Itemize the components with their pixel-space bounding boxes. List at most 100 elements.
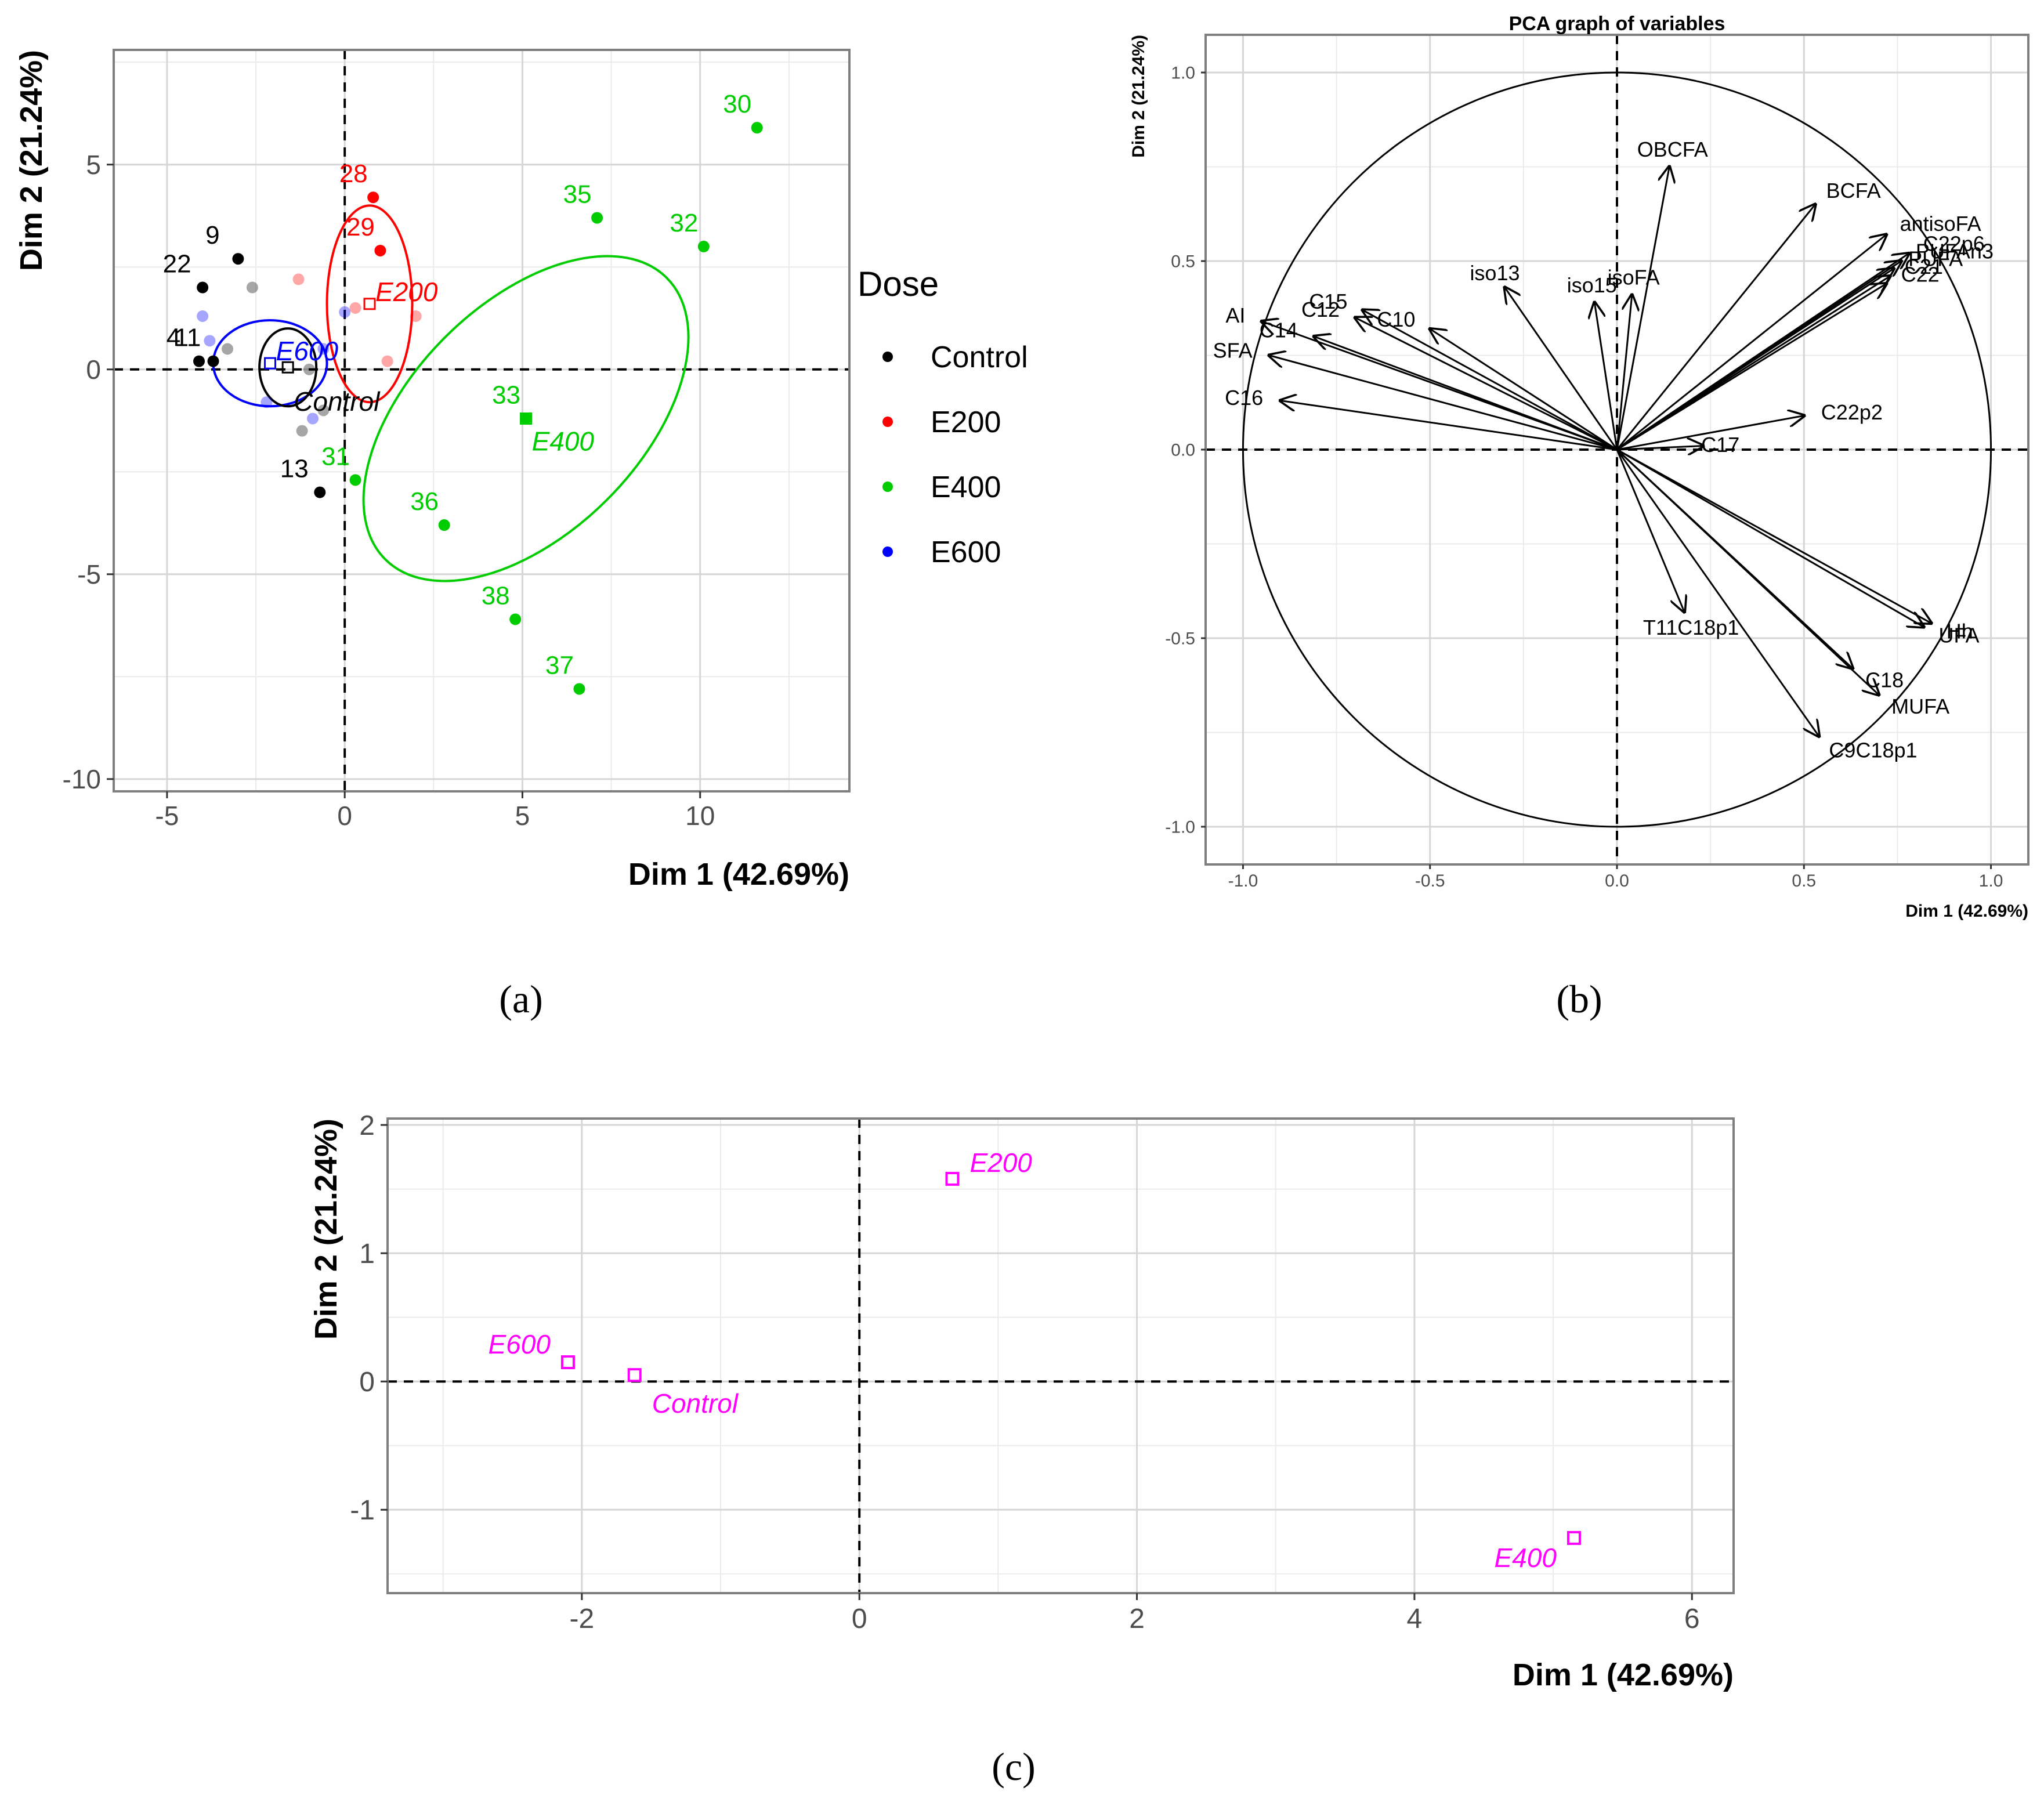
vector-label: T11C18p1 — [1643, 616, 1739, 639]
vector-arrow-hh — [1616, 448, 1931, 623]
y-tick-label: -5 — [77, 559, 101, 589]
y-axis-title: Dim 2 (21.24%) — [14, 50, 49, 271]
vector-label: OBCFA — [1637, 137, 1708, 161]
point-control — [207, 355, 219, 367]
vector-arrow-c9c18p1 — [1616, 449, 1819, 736]
point-e600 — [197, 310, 209, 322]
x-tick-label: 2 — [1129, 1604, 1145, 1634]
panel-c-group-centroids: -2 0 2 4 6 -1 0 1 2 Dim 1 (42.69%) Dim 2 (21.24%) E… — [309, 1110, 1735, 1692]
vector-label: antisoFA — [1900, 212, 1981, 236]
panel-label-a: (a) — [499, 977, 542, 1021]
point-e200 — [292, 273, 305, 285]
centroid-label-e600: E600 — [488, 1329, 551, 1359]
point-e400 — [349, 474, 361, 486]
centroid-label-e200: E200 — [375, 277, 438, 307]
vector-label: iso15 — [1567, 273, 1617, 297]
vector-label: C10 — [1377, 307, 1415, 331]
point-e600 — [261, 396, 273, 408]
vector-label: C9C18p1 — [1829, 738, 1917, 762]
centroid-marker-e200 — [363, 298, 376, 310]
point-label: 30 — [723, 90, 751, 118]
centroid-label-e600: E600 — [276, 336, 339, 366]
point-e200 — [381, 355, 393, 367]
vector-arrow-c10 — [1430, 329, 1618, 451]
y-axis-title: Dim 2 (21.24%) — [309, 1119, 343, 1340]
panel-labels: (a) (b) (c) — [499, 977, 1602, 1789]
y-tick-label: -0.5 — [1165, 629, 1195, 649]
x-tick-label: 4 — [1407, 1604, 1423, 1634]
centroid-marker-e400 — [1567, 1530, 1581, 1545]
y-tick-label: 5 — [86, 150, 101, 180]
correlation-circle — [1242, 71, 1992, 828]
centroid-marker-control — [281, 361, 294, 374]
centroid-marker-control — [627, 1368, 642, 1383]
y-tick-label: 0 — [359, 1367, 375, 1398]
vector-label: MUFA — [1891, 694, 1949, 718]
y-tick-label: 2 — [359, 1110, 375, 1141]
legend-label-e200: E200 — [931, 406, 1001, 439]
point-label: 33 — [492, 381, 520, 409]
legend-marker-e400 — [882, 482, 893, 492]
plot-background — [114, 50, 849, 791]
legend-marker-control — [882, 352, 893, 362]
point-label: 4 — [167, 324, 180, 352]
centroid-label-e400: E400 — [1495, 1543, 1557, 1573]
x-tick-label: 6 — [1684, 1604, 1700, 1634]
y-tick-label: -1.0 — [1165, 818, 1195, 837]
point-control — [197, 281, 209, 294]
vector-label: PUFAn3 — [1916, 240, 1994, 263]
point-e400 — [520, 412, 532, 425]
confidence-ellipse-e400 — [362, 255, 690, 582]
point-label: 13 — [280, 455, 309, 483]
centroid-label-control: Control — [652, 1388, 739, 1418]
x-tick-label: -5 — [155, 801, 179, 831]
point-e600 — [339, 306, 351, 318]
confidence-ellipse-e200 — [325, 204, 414, 404]
plot-border — [113, 49, 851, 792]
point-label: 31 — [321, 442, 350, 471]
legend-title: Dose — [858, 265, 939, 303]
vector-label: C22p6 — [1923, 231, 1985, 255]
vector-arrow-c17 — [1616, 446, 1703, 450]
point-label: 35 — [563, 180, 592, 208]
vector-label: isoFA — [1608, 266, 1660, 289]
centroid-marker-e400 — [520, 412, 533, 425]
point-e200 — [349, 302, 361, 314]
point-label: 32 — [670, 209, 698, 237]
panel-label-b: (b) — [1556, 977, 1602, 1021]
panel-label-c: (c) — [992, 1745, 1035, 1789]
vector-label: BCFA — [1826, 179, 1881, 202]
vector-label: iso13 — [1470, 261, 1520, 285]
x-tick-label: 0 — [852, 1604, 867, 1634]
point-e600 — [307, 412, 319, 425]
panel-a-pca-individuals: -5 0 5 10 -10 -5 0 5 Dim 1 (42.69%) Dim 2 (21.24%… — [14, 49, 1028, 892]
point-e400 — [591, 212, 603, 224]
vector-label: AI — [1225, 303, 1245, 327]
vector-arrow-iso13 — [1505, 288, 1618, 450]
x-tick-label: 0.5 — [1792, 871, 1816, 891]
point-control — [246, 281, 258, 294]
x-axis-title: Dim 1 (42.69%) — [1905, 902, 2028, 921]
point-label: 38 — [482, 581, 510, 610]
vector-arrow-c22 — [1616, 284, 1886, 451]
point-control — [303, 363, 315, 375]
y-tick-label: 0.5 — [1171, 252, 1195, 272]
y-tick-label: 1 — [359, 1239, 375, 1269]
centroid-marker-e600 — [264, 357, 277, 370]
vector-arrow-sfa — [1269, 356, 1618, 451]
legend-label-e400: E400 — [931, 471, 1001, 504]
y-axis-title: Dim 2 (21.24%) — [1129, 35, 1148, 158]
point-e400 — [573, 683, 585, 695]
point-e400 — [509, 613, 522, 625]
vector-label: C12 — [1301, 298, 1340, 321]
point-control — [232, 253, 244, 265]
panel-b-pca-variables: -1.0 -0.5 0.0 0.5 1.0 -1.0 -0.5 0.0 0.5 1.0 Dim 1 … — [1129, 13, 2029, 921]
vector-label: PUFA — [1908, 247, 1963, 271]
vector-arrow-t11c18p1 — [1616, 449, 1684, 612]
point-control — [193, 355, 205, 367]
point-control — [222, 343, 234, 355]
vector-label: Hh — [1947, 619, 1973, 643]
point-e200 — [374, 244, 386, 256]
vector-arrow-c12 — [1355, 318, 1618, 451]
